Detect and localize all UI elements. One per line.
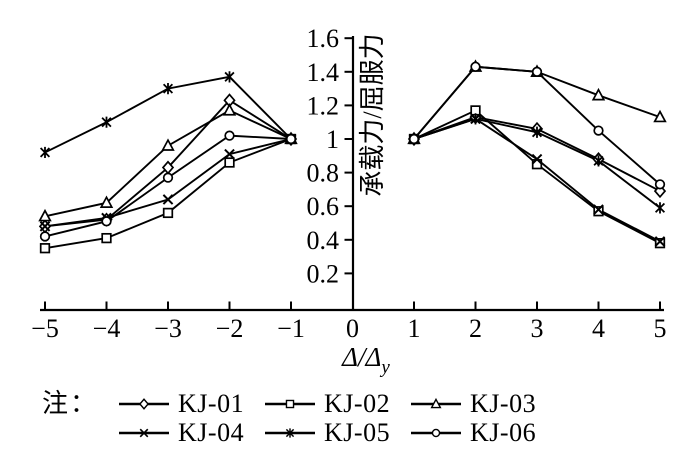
asterisk-marker [39, 146, 51, 159]
circle-marker [431, 428, 441, 437]
square-legend-sample [265, 399, 316, 408]
asterisk-marker [654, 202, 666, 214]
square-marker [593, 206, 604, 217]
circle-marker [408, 133, 420, 145]
circle-marker [654, 179, 666, 190]
y-tick-label: 1 [326, 125, 339, 154]
asterisk-marker [101, 116, 112, 128]
x-tick-label: 2 [469, 314, 482, 343]
square-marker [162, 207, 174, 219]
legend-item-kj-03: KJ-03 [410, 389, 556, 418]
legend-label: KJ-06 [470, 418, 537, 447]
legend-label: KJ-02 [324, 389, 391, 418]
diamond-marker [138, 397, 150, 410]
axes: −5 −4 −3 −2 −1 0 1 2 3 4 5 0.2 0.4 0.6 0.8 1 1.2 1.4 1.6 [31, 24, 666, 343]
x-tick-label: 1 [408, 314, 421, 343]
triangle-legend-sample [411, 397, 462, 408]
y-tick-label: 0.8 [307, 159, 340, 188]
y-tick-label: 1.6 [307, 24, 340, 53]
circle-marker [162, 172, 174, 183]
y-tick-label: 1.2 [307, 91, 340, 120]
square-marker [224, 157, 235, 168]
square-marker [285, 399, 295, 408]
circle-legend-sample [411, 428, 462, 437]
square-marker [101, 232, 112, 244]
x-tick-label: 5 [654, 314, 667, 343]
y-tick-label: 1.4 [307, 58, 340, 87]
legend-label: KJ-05 [324, 418, 391, 447]
triangle-marker [430, 397, 442, 408]
legend-label: KJ-03 [470, 389, 537, 418]
x-tick-label: 0 [346, 314, 359, 343]
y-tick-label: 0.2 [307, 259, 340, 288]
asterisk-marker [224, 71, 235, 83]
legend-rows: KJ-01 KJ-02 KJ-03 KJ-04 KJ-05 KJ-06 [118, 389, 556, 447]
legend-item-kj-04: KJ-04 [118, 418, 264, 447]
asterisk-marker [285, 427, 295, 438]
legend-item-kj-06: KJ-06 [410, 418, 556, 447]
circle-marker [101, 216, 112, 227]
triangle-marker [99, 195, 114, 208]
legend-item-kj-02: KJ-02 [264, 389, 410, 418]
series-line [44, 138, 292, 250]
square-marker [39, 243, 51, 254]
asterisk-marker [593, 155, 604, 167]
x-axis-label: Δ/Δy [341, 342, 390, 378]
x-marker [654, 236, 666, 247]
x-marker [139, 428, 149, 437]
legend-label: KJ-01 [178, 389, 245, 418]
x-marker [39, 221, 51, 232]
diamond-legend-sample [119, 397, 170, 410]
x-marker [224, 148, 235, 160]
circle-marker [470, 61, 481, 72]
x-marker [531, 153, 543, 165]
x-legend-sample [119, 428, 170, 437]
asterisk-marker [162, 82, 174, 95]
x-marker [593, 204, 604, 215]
x-marker [162, 194, 174, 205]
asterisk-marker [531, 126, 543, 138]
triangle-marker [591, 87, 606, 101]
legend-row: KJ-01 KJ-02 KJ-03 [118, 389, 556, 418]
triangle-marker [38, 208, 52, 222]
circle-marker [39, 231, 51, 242]
triangle-marker [222, 103, 237, 116]
triangle-marker [653, 109, 667, 123]
y-tick-label: 0.6 [307, 192, 340, 221]
chart-legend: 注： KJ-01 KJ-02 KJ-03 KJ-04 KJ-05 KJ-06 [42, 389, 556, 447]
legend-label: KJ-04 [178, 418, 245, 447]
y-tick-label: 0.4 [307, 226, 340, 255]
x-tick-label: −1 [277, 314, 305, 343]
x-tick-label: 3 [531, 314, 544, 343]
square-marker [654, 238, 666, 249]
series-markers-KJ-06 [39, 61, 666, 242]
asterisk-marker [470, 113, 481, 125]
circle-marker [224, 130, 235, 141]
triangle-marker [161, 138, 175, 151]
legend-item-kj-05: KJ-05 [264, 418, 410, 447]
circle-marker [531, 66, 543, 77]
y-axis-label: 承载力/屈服力 [358, 33, 387, 196]
line-chart: −5 −4 −3 −2 −1 0 1 2 3 4 5 0.2 0.4 0.6 0.8 1 1.2 1.4 1.6 承载… [31, 24, 667, 378]
x-tick-label: −3 [154, 314, 182, 343]
x-tick-label: 4 [592, 314, 605, 343]
x-tick-label: −5 [31, 314, 59, 343]
legend-note: 注： [42, 389, 99, 418]
circle-marker [593, 125, 604, 136]
legend-item-kj-01: KJ-01 [118, 389, 264, 418]
x-tick-label: −4 [93, 314, 121, 343]
legend-row: KJ-04 KJ-05 KJ-06 [118, 418, 556, 447]
x-tick-label: −2 [216, 314, 244, 343]
asterisk-legend-sample [265, 427, 316, 438]
circle-marker [285, 133, 297, 145]
